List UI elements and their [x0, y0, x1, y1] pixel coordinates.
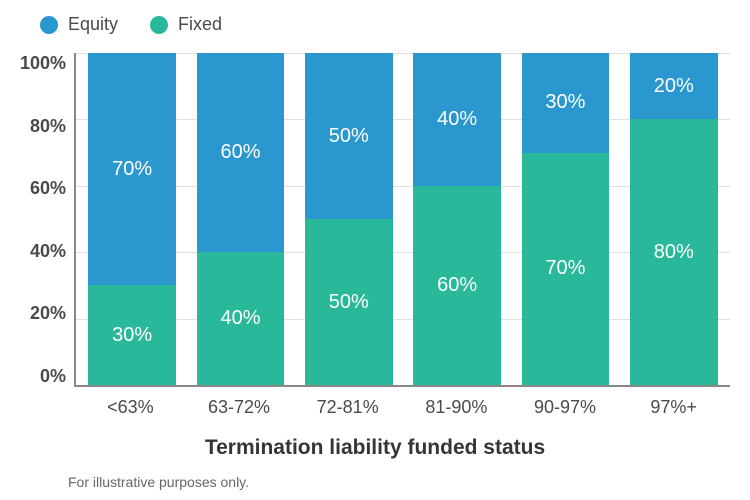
- bar-segment-equity: 60%: [197, 53, 285, 252]
- x-tick: 72-81%: [304, 397, 392, 418]
- x-tick: 81-90%: [412, 397, 500, 418]
- x-tick: <63%: [86, 397, 174, 418]
- bar: 40%60%: [197, 53, 285, 385]
- equity-swatch: [40, 16, 58, 34]
- x-axis: <63% 63-72% 72-81% 81-90% 90-97% 97%+: [74, 387, 730, 418]
- y-tick: 60%: [30, 178, 66, 199]
- bar-segment-equity: 30%: [522, 53, 610, 153]
- x-tick: 63-72%: [195, 397, 283, 418]
- bar-segment-fixed: 60%: [413, 186, 501, 385]
- bar-segment-equity: 20%: [630, 53, 718, 119]
- plot-row: 100%80%60%40%20%0% 30%70%40%60%50%50%60%…: [20, 53, 730, 387]
- footnote: For illustrative purposes only.: [20, 474, 730, 490]
- bar-segment-fixed: 30%: [88, 285, 176, 385]
- bar: 50%50%: [305, 53, 393, 385]
- bar-segment-equity: 70%: [88, 53, 176, 285]
- bar-segment-fixed: 50%: [305, 219, 393, 385]
- y-tick: 40%: [30, 241, 66, 262]
- bar-segment-equity: 40%: [413, 53, 501, 186]
- x-axis-spacer: [20, 387, 74, 418]
- legend-label: Equity: [68, 14, 118, 35]
- bar-segment-equity: 50%: [305, 53, 393, 219]
- bar: 60%40%: [413, 53, 501, 385]
- y-tick: 20%: [30, 303, 66, 324]
- y-tick: 0%: [40, 366, 66, 387]
- bar-segment-fixed: 40%: [197, 252, 285, 385]
- bar-segment-fixed: 70%: [522, 153, 610, 385]
- legend-item-fixed: Fixed: [150, 14, 222, 35]
- bar: 30%70%: [88, 53, 176, 385]
- bar: 70%30%: [522, 53, 610, 385]
- legend: Equity Fixed: [20, 14, 730, 35]
- y-tick: 100%: [20, 53, 66, 74]
- x-tick: 90-97%: [521, 397, 609, 418]
- bar: 80%20%: [630, 53, 718, 385]
- y-tick: 80%: [30, 116, 66, 137]
- fixed-swatch: [150, 16, 168, 34]
- bar-segment-fixed: 80%: [630, 119, 718, 385]
- y-axis: 100% 80% 60% 40% 20% 0%: [20, 53, 74, 387]
- plot-area: 30%70%40%60%50%50%60%40%70%30%80%20%: [74, 53, 730, 387]
- legend-label: Fixed: [178, 14, 222, 35]
- legend-item-equity: Equity: [40, 14, 118, 35]
- x-axis-row: <63% 63-72% 72-81% 81-90% 90-97% 97%+: [20, 387, 730, 418]
- bars-group: 30%70%40%60%50%50%60%40%70%30%80%20%: [76, 53, 730, 385]
- x-axis-title: Termination liability funded status: [20, 436, 730, 460]
- x-tick: 97%+: [630, 397, 718, 418]
- chart-container: EquityFixed 100%80%60%40%20%0% 30%70%40%…: [0, 0, 750, 500]
